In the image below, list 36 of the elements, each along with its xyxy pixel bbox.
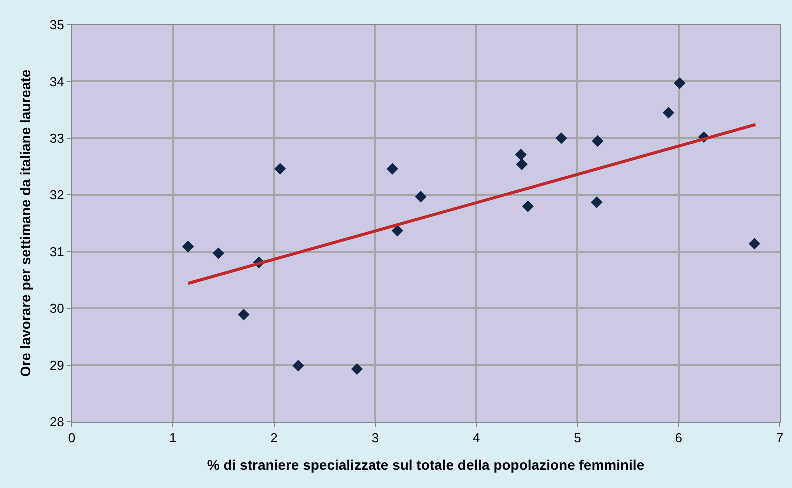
point — [292, 360, 304, 372]
y-tick-label: 35 — [50, 18, 64, 33]
point — [522, 200, 534, 212]
point — [591, 196, 603, 208]
x-tick-label: 3 — [372, 430, 380, 446]
x-tick-label: 2 — [270, 430, 278, 446]
y-tick-label: 34 — [50, 74, 64, 90]
point — [351, 363, 364, 376]
point — [515, 149, 527, 161]
x-tick-label: 4 — [472, 430, 480, 446]
x-tick-label: 6 — [675, 430, 682, 446]
point — [238, 308, 250, 321]
y-axis-title: Ore lavorare per settimane da italiane laureate — [18, 70, 34, 378]
y-tick-label: 31 — [50, 244, 64, 260]
point — [556, 132, 568, 144]
point — [392, 225, 404, 237]
x-axis-title: % di straniere specializzate sul totale della popolazione femminile — [207, 456, 645, 473]
point — [212, 248, 225, 260]
point — [662, 107, 675, 119]
y-tick-label: 30 — [50, 301, 64, 316]
point — [415, 190, 427, 203]
x-tick-label: 7 — [776, 430, 784, 446]
x-tick-label: 0 — [68, 430, 76, 446]
point — [182, 240, 194, 253]
point — [386, 163, 398, 175]
point — [516, 158, 528, 170]
y-tick-label: 33 — [50, 130, 64, 146]
point — [748, 238, 761, 250]
point — [592, 135, 604, 148]
y-tick-label: 29 — [50, 358, 64, 373]
x-tick-label: 1 — [170, 430, 177, 446]
point — [674, 78, 686, 90]
x-tick-label: 5 — [574, 430, 582, 446]
point — [274, 163, 286, 175]
y-tick-label: 28 — [50, 414, 64, 430]
y-tick-label: 32 — [50, 188, 64, 203]
